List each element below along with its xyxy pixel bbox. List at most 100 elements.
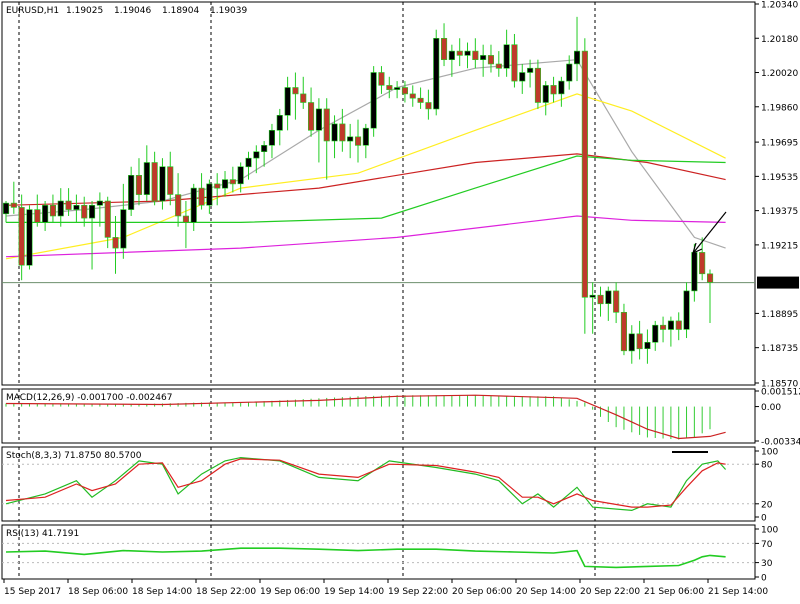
candle-bear xyxy=(386,85,393,91)
candle-bull xyxy=(394,87,401,90)
time-axis-label: 21 Sep 06:00 xyxy=(644,587,704,597)
candle-bear xyxy=(167,166,174,195)
candlesticks xyxy=(2,16,714,364)
moving-averages xyxy=(2,59,755,284)
candle-bull xyxy=(237,166,244,185)
candle-bear xyxy=(175,194,182,217)
candle-bear xyxy=(18,207,25,266)
candle-bull xyxy=(362,127,369,146)
candle-bull xyxy=(222,179,229,189)
candle-bear xyxy=(49,205,57,217)
candle-bull xyxy=(573,50,581,65)
time-axis-label: 19 Sep 22:00 xyxy=(388,587,448,597)
moving-average-line xyxy=(5,153,726,206)
candle-bear xyxy=(487,55,495,65)
ohlc-open: 1.19025 xyxy=(66,6,103,16)
price-tick-label: 1.19695 xyxy=(761,139,798,149)
candle-bear xyxy=(613,290,620,313)
candle-bull xyxy=(276,115,283,131)
candle-bull xyxy=(542,85,549,103)
time-axis-label: 20 Sep 06:00 xyxy=(452,587,512,597)
candle-bear xyxy=(198,187,205,206)
candle-bull xyxy=(261,145,268,153)
candle-bull xyxy=(159,166,166,202)
candle-bull xyxy=(480,55,487,61)
stoch-tick-label: 0 xyxy=(761,514,767,524)
stoch-tick-label: 100 xyxy=(761,448,778,458)
candle-bull xyxy=(284,87,291,116)
candle-bear xyxy=(112,237,119,249)
candle-bull xyxy=(683,290,690,330)
candle-bull xyxy=(519,72,526,82)
candle-bear xyxy=(104,200,111,238)
candle-bear xyxy=(534,67,542,103)
candle-bull xyxy=(464,50,471,56)
candle-bull xyxy=(527,67,534,73)
macd-tick-label: 0.001512 xyxy=(761,388,800,398)
candle-bull xyxy=(190,187,197,223)
candle-bear xyxy=(135,175,142,195)
stoch-title: Stoch(8,3,3) 71.8750 80.5700 xyxy=(6,451,142,461)
price-panel-frame xyxy=(1,1,756,386)
macd-tick-label: 0.00 xyxy=(761,403,781,413)
stoch-tick-label: 80 xyxy=(761,461,773,471)
price-tick-label: 1.18735 xyxy=(761,344,798,354)
rsi-tick-label: 0 xyxy=(761,574,767,584)
candle-bear xyxy=(417,97,424,103)
candle-bear xyxy=(401,87,409,95)
candle-bear xyxy=(495,63,502,69)
macd-title: MACD(12,26,9) -0.001700 -0.002467 xyxy=(6,393,172,403)
candle-bull xyxy=(73,205,80,210)
candle-bull xyxy=(347,136,354,142)
price-tick-label: 1.20020 xyxy=(761,69,798,79)
candle-bull xyxy=(96,200,103,206)
macd-signal-line xyxy=(5,394,726,440)
candle-bull xyxy=(448,50,455,60)
candle-bear xyxy=(65,200,72,210)
candle-bear xyxy=(597,294,604,305)
moving-average-line xyxy=(6,155,726,223)
candle-bear xyxy=(354,136,362,146)
candle-bull xyxy=(2,202,10,215)
candle-bear xyxy=(10,202,17,208)
candle-bull xyxy=(268,130,276,146)
candle-bull xyxy=(558,80,565,95)
candle-bull xyxy=(605,290,612,304)
price-axis: 1.20340 1.20180 1.20020 1.19860 1.19695 1.195… xyxy=(755,1,799,390)
candle-bear xyxy=(511,44,518,82)
ohlc-close: 1.19039 xyxy=(210,6,247,16)
candle-bull xyxy=(652,324,659,343)
ohlc-high: 1.19046 xyxy=(114,6,151,16)
candle-bear xyxy=(440,37,448,60)
rsi-title: RSI(13) 41.7191 xyxy=(6,529,79,539)
candle-bear xyxy=(229,179,236,185)
vertical-session-lines xyxy=(18,2,596,579)
rsi-tick-label: 70 xyxy=(761,540,773,550)
candle-bull xyxy=(128,175,135,210)
candle-bull xyxy=(89,205,96,219)
time-axis-label: 20 Sep 22:00 xyxy=(580,587,640,597)
candle-bear xyxy=(292,87,299,95)
candle-bull xyxy=(143,162,150,195)
rsi-indicator: 100 70 30 0 xyxy=(2,526,778,584)
current-price-tag: 1.19039 xyxy=(760,279,797,289)
time-axis-label: 15 Sep 2017 xyxy=(4,587,61,597)
candle-bull xyxy=(644,341,651,349)
candle-bear xyxy=(472,50,479,60)
candle-bear xyxy=(636,333,643,350)
candle-bull xyxy=(206,183,213,206)
rsi-panel-frame xyxy=(1,524,756,580)
time-axis-label: 18 Sep 14:00 xyxy=(132,587,192,597)
moving-average-line xyxy=(5,93,726,260)
stoch-tick-label: 20 xyxy=(761,500,773,510)
stoch-panel-frame xyxy=(1,446,756,522)
candle-bear xyxy=(550,85,557,95)
candle-bear xyxy=(378,72,385,86)
current-price-tag-bg xyxy=(757,276,799,289)
candle-bear xyxy=(182,215,189,223)
candle-bear xyxy=(339,123,346,142)
candle-bull xyxy=(57,200,64,217)
candle-bull xyxy=(253,151,260,159)
rsi-tick-label: 30 xyxy=(761,559,773,569)
